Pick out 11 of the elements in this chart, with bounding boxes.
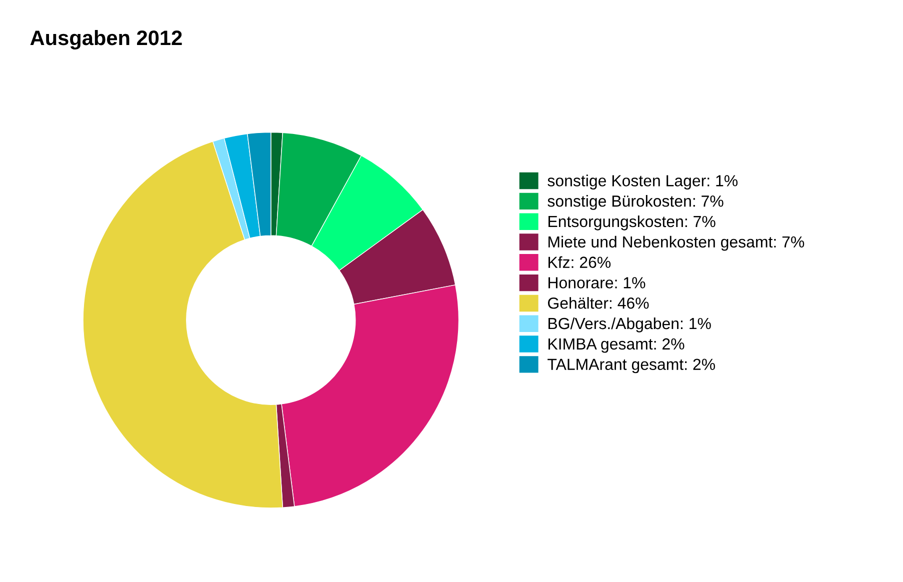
legend-label: Entsorgungskosten: 7% <box>548 215 716 230</box>
legend-label: BG/Vers./Abgaben: 1% <box>548 317 711 332</box>
legend-label: Kfz: 26% <box>548 256 611 268</box>
legend-label: Miete und Nebenkosten gesamt: 7% <box>548 236 804 251</box>
legend-label: Honorare: 1% <box>548 277 646 288</box>
legend-label: KIMBA gesamt: 2% <box>548 338 684 353</box>
chart-title: Ausgaben 2012 <box>30 30 182 50</box>
legend-label: sonstige Bürokosten: 7% <box>548 195 724 210</box>
legend-label: Gehälter: 46% <box>548 297 649 309</box>
legend-label: TALMArant gesamt: 2% <box>548 358 716 374</box>
legend-label: sonstige Kosten Lager: 1% <box>548 174 738 190</box>
